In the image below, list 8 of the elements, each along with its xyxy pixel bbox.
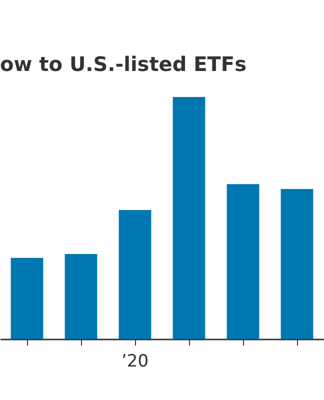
bar [10, 258, 44, 339]
chart-title: ow to U.S.-listed ETFs [0, 52, 246, 76]
bar [172, 97, 206, 339]
bar [226, 184, 260, 339]
x-tick-label: ’20 [121, 352, 149, 372]
bar [64, 254, 98, 339]
bar [280, 188, 314, 339]
bar [118, 210, 152, 339]
